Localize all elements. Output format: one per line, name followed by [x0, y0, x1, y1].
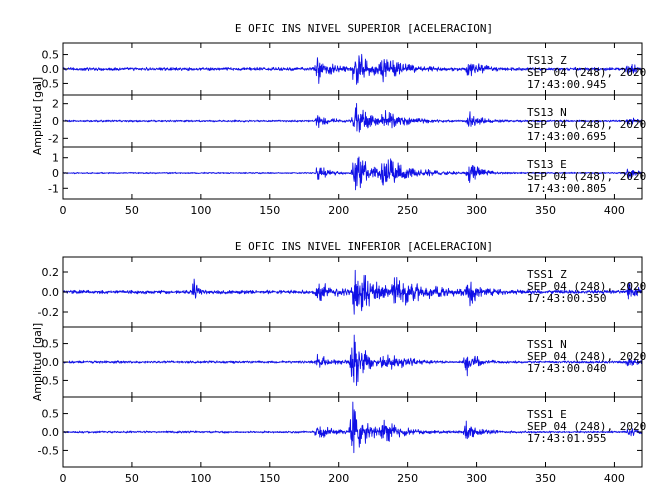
ytick-label: 0.0 — [42, 356, 60, 369]
ytick-label: -2 — [48, 132, 59, 145]
annotation-date: SEP 04 (248), 2020 — [527, 280, 646, 293]
xtick-label: 0 — [60, 204, 67, 217]
xtick-label: 300 — [466, 204, 487, 217]
ytick-label: 0 — [52, 115, 59, 128]
annotation-date: SEP 04 (248), 2020 — [527, 66, 646, 79]
ytick-label: 0.5 — [42, 338, 60, 351]
trace-ts13-z — [62, 53, 643, 85]
annotation-time: 17:43:00.040 — [527, 362, 606, 375]
xtick-label: 250 — [397, 472, 418, 485]
xtick-label: 350 — [535, 472, 556, 485]
ytick-label: -1 — [48, 182, 59, 195]
annotation-time: 17:43:00.945 — [527, 78, 606, 91]
annotation-station: TS13 N — [527, 106, 567, 119]
annotation-time: 17:43:01.955 — [527, 432, 606, 445]
annotation-time: 17:43:00.350 — [527, 292, 606, 305]
ytick-label: -0.5 — [38, 77, 59, 90]
xtick-label: 50 — [125, 472, 139, 485]
xtick-label: 0 — [60, 472, 67, 485]
trace-tss1-z — [62, 269, 643, 315]
ytick-label: -0.5 — [38, 444, 59, 457]
xtick-label: 400 — [604, 204, 625, 217]
annotation-station: TSS1 N — [527, 338, 567, 351]
xtick-label: 100 — [190, 204, 211, 217]
trace-ts13-n — [62, 102, 643, 133]
annotation-date: SEP 04 (248), 2020 — [527, 350, 646, 363]
xtick-label: 100 — [190, 472, 211, 485]
ytick-label: 0.5 — [42, 408, 60, 421]
ytick-label: 0.0 — [42, 286, 60, 299]
ylabel-inferior: Amplitud [gal] — [31, 323, 44, 401]
xtick-label: 350 — [535, 204, 556, 217]
ytick-label: 0.0 — [42, 426, 60, 439]
ytick-label: -0.5 — [38, 374, 59, 387]
chart-title-inferior: E OFIC INS NIVEL INFERIOR [ACELERACION] — [235, 240, 493, 253]
chart-title-superior: E OFIC INS NIVEL SUPERIOR [ACELERACION] — [235, 22, 493, 35]
ytick-label: 0 — [52, 167, 59, 180]
xtick-label: 300 — [466, 472, 487, 485]
ylabel-superior: Amplitud [gal] — [31, 77, 44, 155]
annotation-station: TS13 E — [527, 158, 567, 171]
annotation-station: TSS1 Z — [527, 268, 567, 281]
annotation-date: SEP 04 (248), 2020 — [527, 170, 646, 183]
ytick-label: -0.2 — [38, 306, 59, 319]
trace-tss1-e — [62, 401, 643, 454]
ytick-label: 1 — [52, 152, 59, 165]
trace-tss1-n — [62, 334, 643, 386]
trace-ts13-e — [62, 156, 643, 191]
ytick-label: 2 — [52, 98, 59, 111]
ytick-label: 0.5 — [42, 49, 60, 62]
annotation-date: SEP 04 (248), 2020 — [527, 420, 646, 433]
annotation-time: 17:43:00.805 — [527, 182, 606, 195]
ytick-label: 0.0 — [42, 63, 60, 76]
annotation-station: TS13 Z — [527, 54, 567, 67]
ytick-label: 0.2 — [42, 266, 60, 279]
annotation-time: 17:43:00.695 — [527, 130, 606, 143]
annotation-station: TSS1 E — [527, 408, 567, 421]
annotation-date: SEP 04 (248), 2020 — [527, 118, 646, 131]
xtick-label: 250 — [397, 204, 418, 217]
xtick-label: 200 — [328, 472, 349, 485]
xtick-label: 200 — [328, 204, 349, 217]
xtick-label: 400 — [604, 472, 625, 485]
xtick-label: 50 — [125, 204, 139, 217]
xtick-label: 150 — [259, 472, 280, 485]
xtick-label: 150 — [259, 204, 280, 217]
